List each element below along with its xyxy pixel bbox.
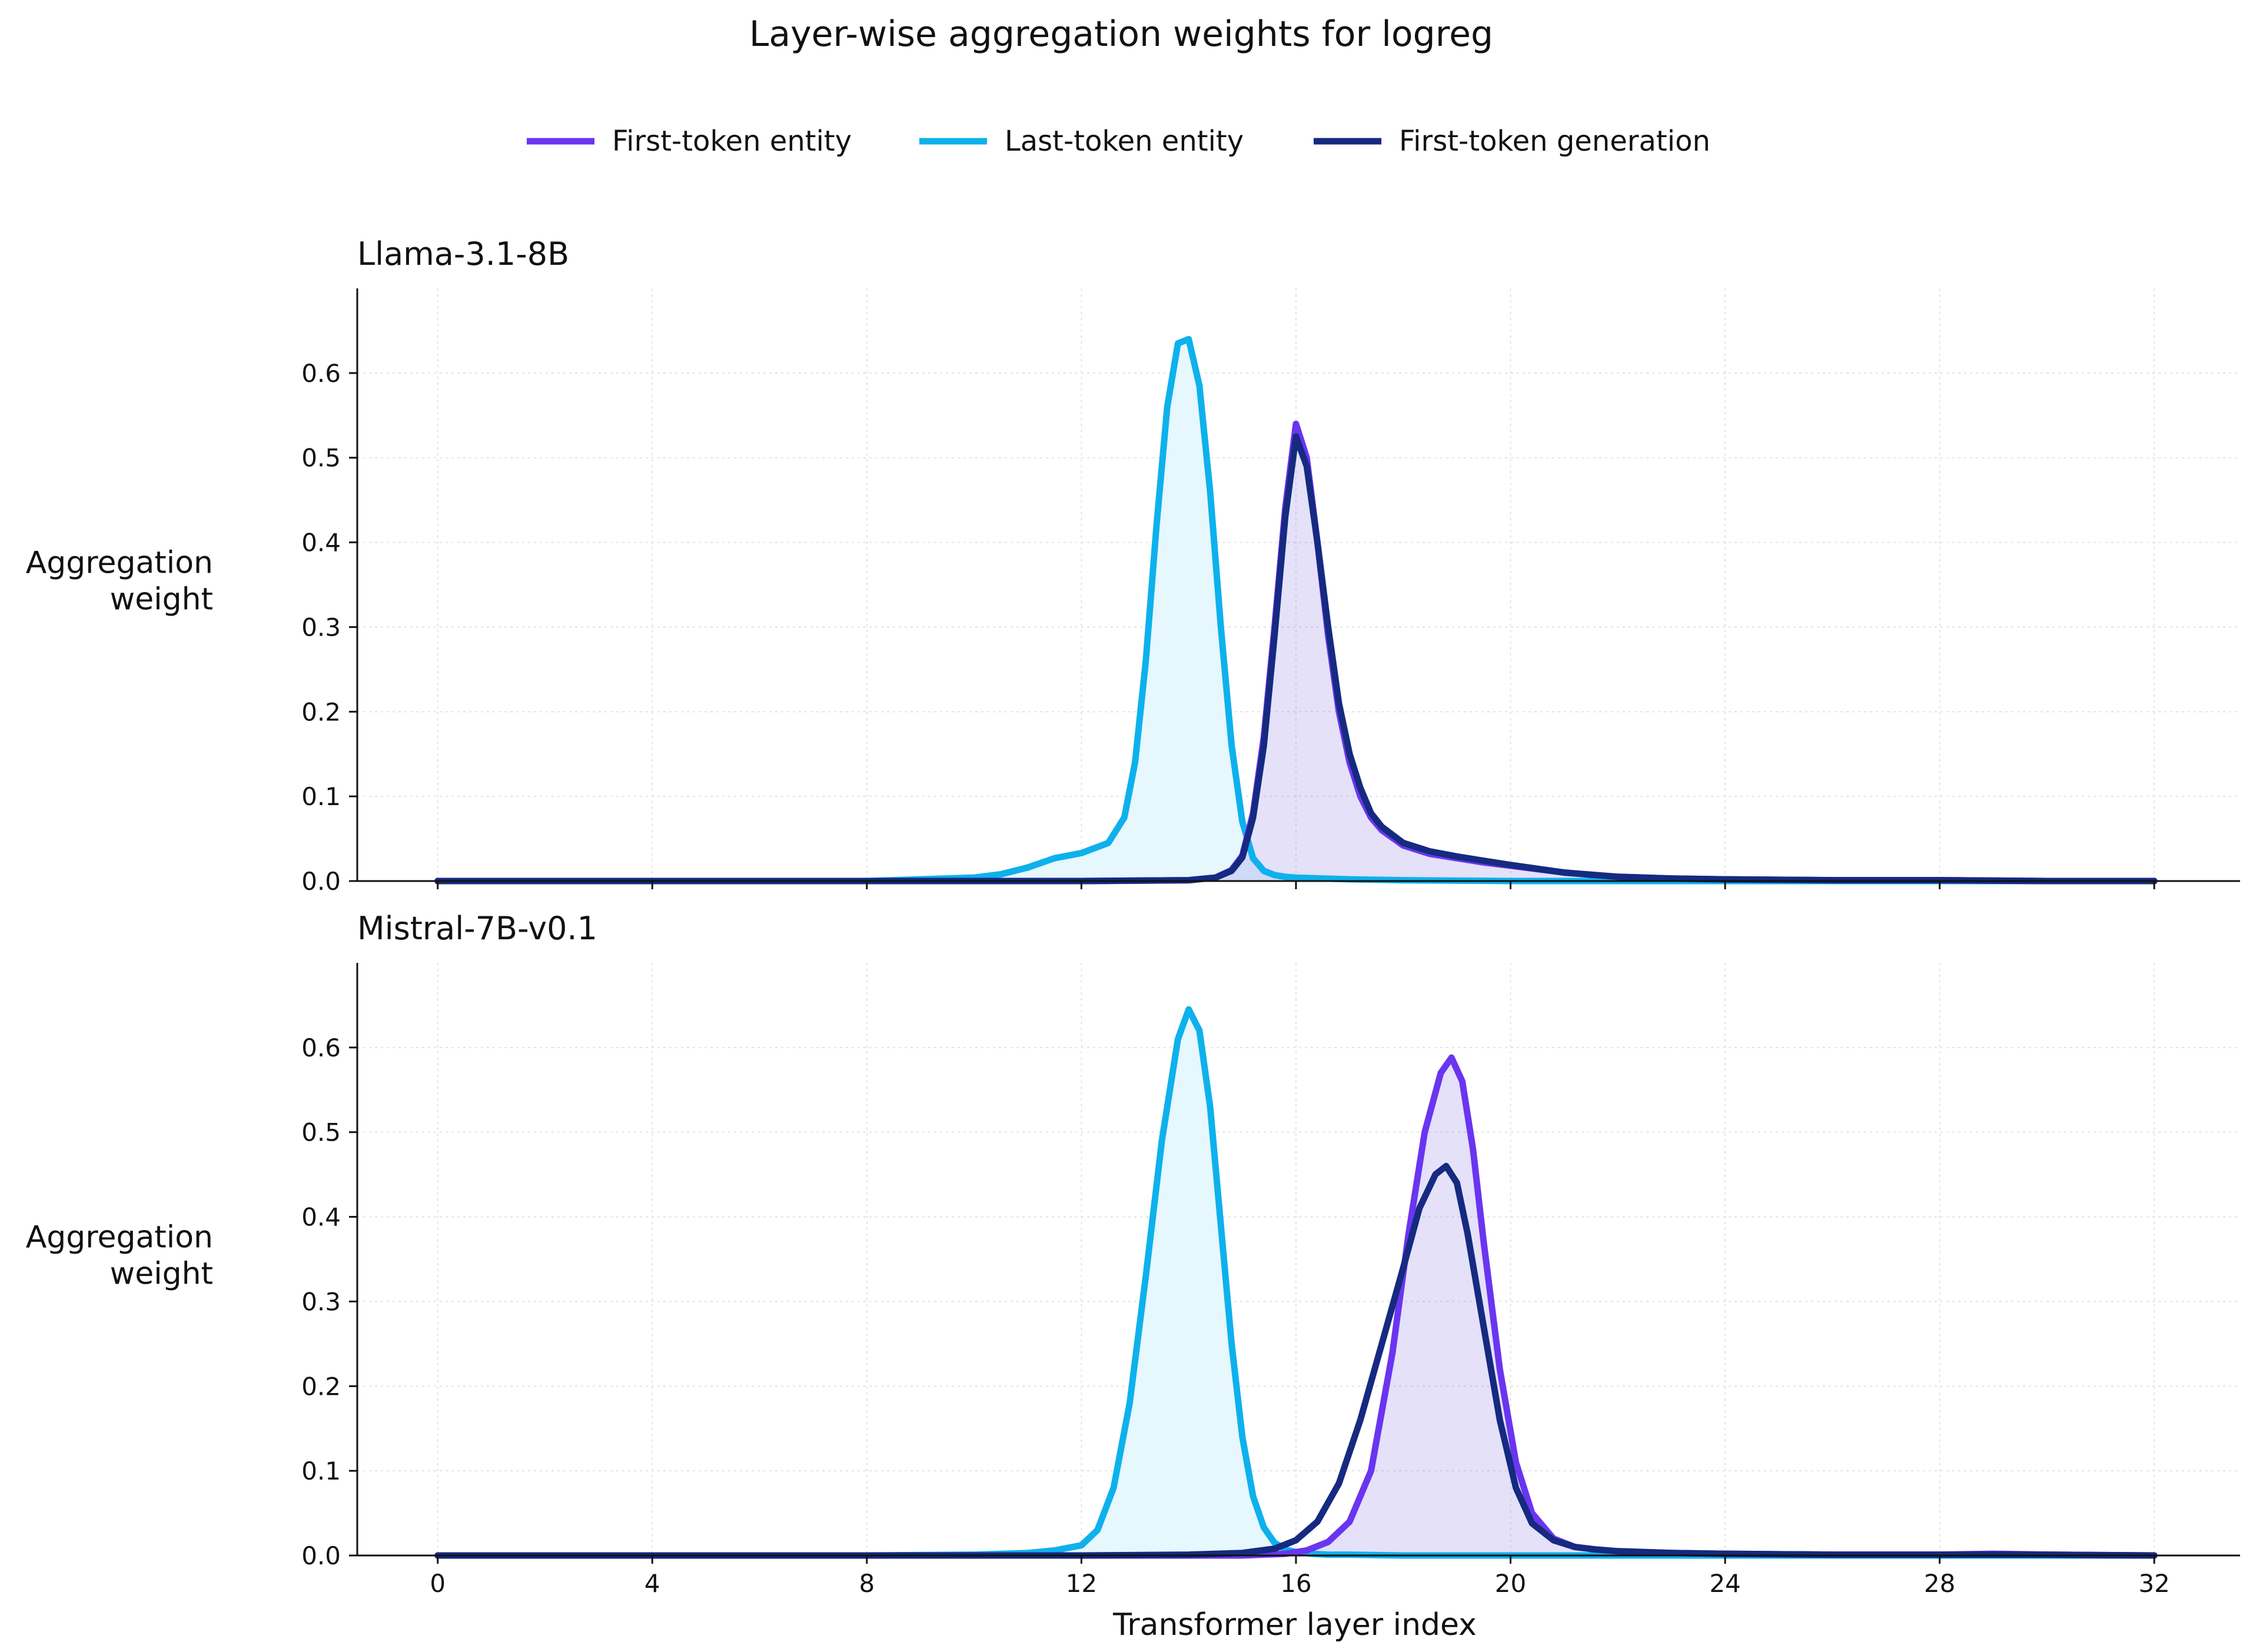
y-tick-label: 0.5: [301, 1118, 341, 1147]
y-tick-label: 0.0: [301, 1541, 341, 1570]
x-axis-label: Transformer layer index: [1112, 1607, 1477, 1643]
x-tick-label: 4: [644, 1569, 660, 1598]
y-tick-label: 0.6: [301, 359, 341, 388]
legend-label-2: Last-token entity: [1005, 125, 1244, 158]
x-tick-label: 20: [1495, 1569, 1526, 1598]
y-axis-label-2: Aggregation weight: [26, 1220, 213, 1292]
x-tick-label: 28: [1924, 1569, 1955, 1598]
y-tick-label: 0.6: [301, 1033, 341, 1062]
y-tick-label: 0.1: [301, 782, 341, 811]
y-tick-label: 0.4: [301, 1203, 341, 1232]
legend: First-token entity Last-token entity First…: [527, 125, 1710, 158]
y-tick-label: 0.3: [301, 613, 341, 641]
x-tick-label: 24: [1709, 1569, 1740, 1598]
chart-title: Layer-wise aggregation weights for logre…: [749, 14, 1493, 55]
area-first-token-entity: [437, 424, 2155, 881]
x-tick-label: 32: [2138, 1569, 2169, 1598]
panels: Llama-3.1-8B Aggregation weight 0.0 0.1 0.2 0.…: [26, 235, 2240, 1598]
legend-label-1: First-token entity: [612, 125, 852, 158]
legend-label-3: First-token generation: [1399, 125, 1710, 158]
series-line-first-token-generation: [434, 1162, 2158, 1559]
y-axis-label-1: Aggregation weight: [26, 546, 213, 617]
series-line-last-token-entity: [434, 335, 2158, 885]
y-tick-label: 0.4: [301, 528, 341, 557]
panel-title-1: Llama-3.1-8B: [357, 235, 569, 272]
x-tick-label: 8: [859, 1569, 875, 1598]
y-tick-label: 0.5: [301, 444, 341, 473]
series-line-first-token-generation: [434, 433, 2158, 885]
panel-2: Mistral-7B-v0.1 Aggregation weight 0.0 0.1 0.…: [26, 910, 2240, 1598]
x-tick-label: 0: [430, 1569, 446, 1598]
panel-1: Llama-3.1-8B Aggregation weight 0.0 0.1 0.2 0.…: [26, 235, 2240, 896]
y-tick-label: 0.3: [301, 1287, 341, 1316]
x-tick-label: 16: [1280, 1569, 1311, 1598]
panel-title-2: Mistral-7B-v0.1: [357, 910, 597, 947]
y-tick-label: 0.0: [301, 867, 341, 896]
y-tick-label: 0.2: [301, 697, 341, 726]
x-tick-label: 12: [1066, 1569, 1097, 1598]
y-tick-label: 0.2: [301, 1372, 341, 1401]
y-tick-label: 0.1: [301, 1457, 341, 1485]
